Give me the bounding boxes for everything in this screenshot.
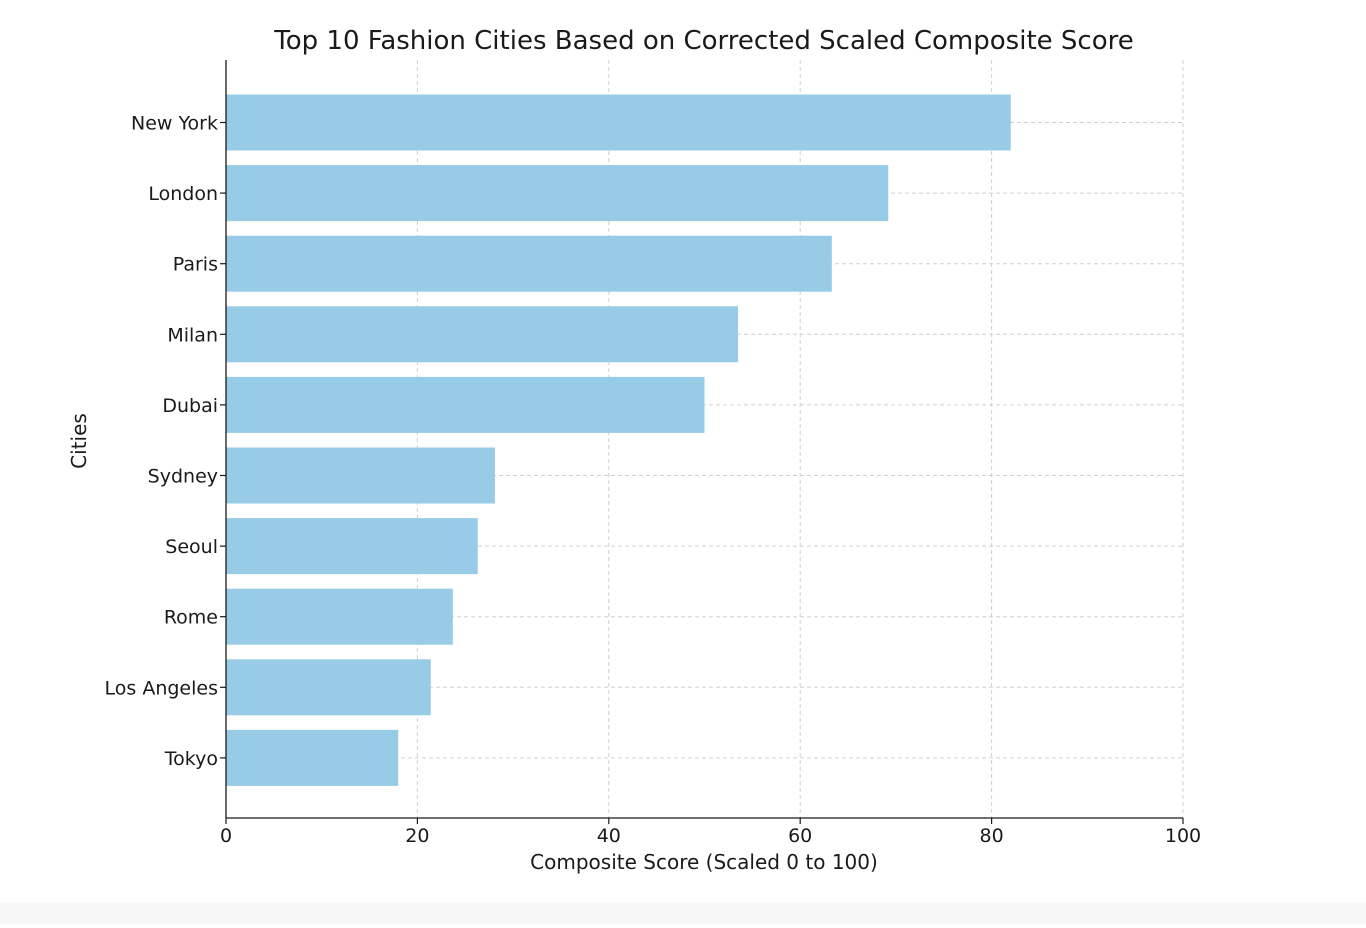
bar: [226, 235, 832, 292]
y-tick-label: New York: [131, 113, 218, 135]
y-tick-label: Rome: [164, 607, 218, 629]
x-tick-label: 60: [788, 825, 812, 847]
y-tick-label: Tokyo: [164, 748, 218, 770]
y-tick-label: Dubai: [162, 395, 218, 417]
ticks-layer: 0 20 40 60 80 100 New York London Paris Milan Duba…: [105, 113, 1202, 848]
x-tick-label: 80: [980, 825, 1004, 847]
bar: [226, 659, 431, 716]
bottom-strip: [0, 902, 1366, 924]
bar: [226, 447, 495, 504]
bar: [226, 518, 478, 575]
bar: [226, 165, 889, 222]
x-tick-label: 40: [597, 825, 621, 847]
y-tick-label: Milan: [167, 324, 218, 346]
bars-layer: [226, 94, 1011, 786]
y-tick-label: Paris: [173, 254, 218, 276]
x-tick-label: 100: [1165, 825, 1201, 847]
y-axis-label: Cities: [67, 413, 91, 469]
y-tick-label: London: [148, 183, 218, 205]
x-tick-label: 20: [405, 825, 429, 847]
bar: [226, 729, 399, 786]
bar: [226, 588, 453, 645]
bar: [226, 94, 1011, 151]
y-tick-label: Sydney: [148, 466, 218, 488]
x-axis-label: Composite Score (Scaled 0 to 100): [530, 850, 878, 874]
chart-title: Top 10 Fashion Cities Based on Corrected…: [273, 26, 1133, 56]
x-tick-label: 0: [220, 825, 232, 847]
axes-layer: [225, 60, 1183, 819]
bar: [226, 306, 738, 363]
y-tick-label: Seoul: [165, 536, 218, 558]
y-tick-label: Los Angeles: [105, 677, 218, 699]
bar: [226, 376, 705, 433]
